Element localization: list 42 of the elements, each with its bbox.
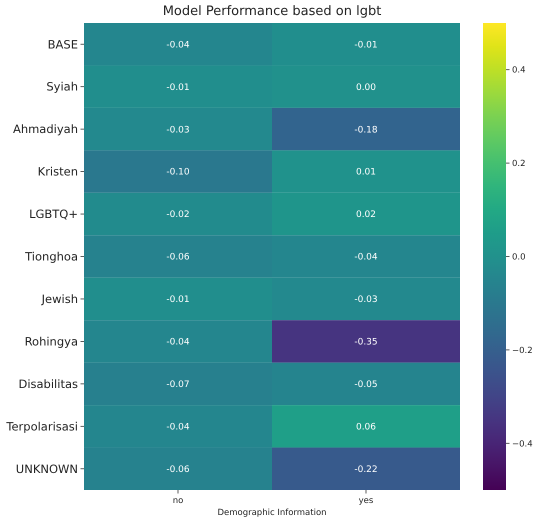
y-tick-label: Ahmadiyah — [12, 122, 78, 136]
data-label: -0.06 — [166, 252, 190, 263]
x-tick-label: no — [172, 496, 184, 506]
color-bar-label: −0.2 — [512, 346, 533, 356]
data-label: -0.22 — [354, 464, 378, 475]
y-tick-label: LGBTQ+ — [29, 207, 78, 222]
data-label: -0.35 — [354, 338, 378, 348]
color-bar-label: 0.0 — [512, 252, 526, 262]
data-label: -0.06 — [166, 464, 190, 475]
data-label: -0.04 — [166, 40, 190, 50]
data-label: -0.18 — [354, 125, 378, 136]
x-tick-label: yes — [358, 496, 374, 506]
y-tick-label: Rohingya — [24, 334, 78, 348]
data-label: 0.00 — [356, 82, 376, 93]
y-tick-label: Disabilitas — [18, 376, 78, 391]
y-tick-label: Terpolarisasi — [5, 419, 78, 434]
y-tick-label: Jewish — [40, 292, 78, 306]
data-label: -0.03 — [166, 125, 190, 136]
data-label: -0.04 — [166, 338, 190, 348]
data-label: 0.01 — [356, 168, 376, 178]
color-bar-label: 0.4 — [512, 66, 526, 76]
chart-title: Model Performance based on lgbt — [162, 4, 382, 19]
data-label: -0.07 — [166, 380, 190, 390]
data-label: -0.02 — [166, 210, 190, 220]
data-label: -0.10 — [166, 168, 190, 178]
data-label: -0.01 — [166, 82, 190, 93]
data-label: -0.04 — [166, 422, 190, 432]
data-label: -0.03 — [354, 295, 378, 306]
data-label: -0.05 — [354, 380, 378, 390]
color-bar-label: −0.4 — [512, 439, 533, 450]
y-tick-label: Syiah — [46, 80, 78, 94]
data-label: -0.01 — [166, 295, 190, 306]
y-tick-label: BASE — [48, 37, 78, 52]
data-label: -0.01 — [354, 40, 378, 50]
data-label: -0.04 — [354, 252, 378, 263]
x-axis-title: Demographic Information — [217, 508, 327, 518]
data-label: 0.06 — [356, 422, 376, 432]
y-tick-label: UNKNOWN — [16, 462, 78, 476]
y-tick-label: Kristen — [38, 164, 78, 179]
data-label: 0.02 — [356, 210, 376, 220]
color-bar-label: 0.2 — [512, 159, 526, 170]
y-tick-label: Tionghoa — [24, 250, 78, 264]
